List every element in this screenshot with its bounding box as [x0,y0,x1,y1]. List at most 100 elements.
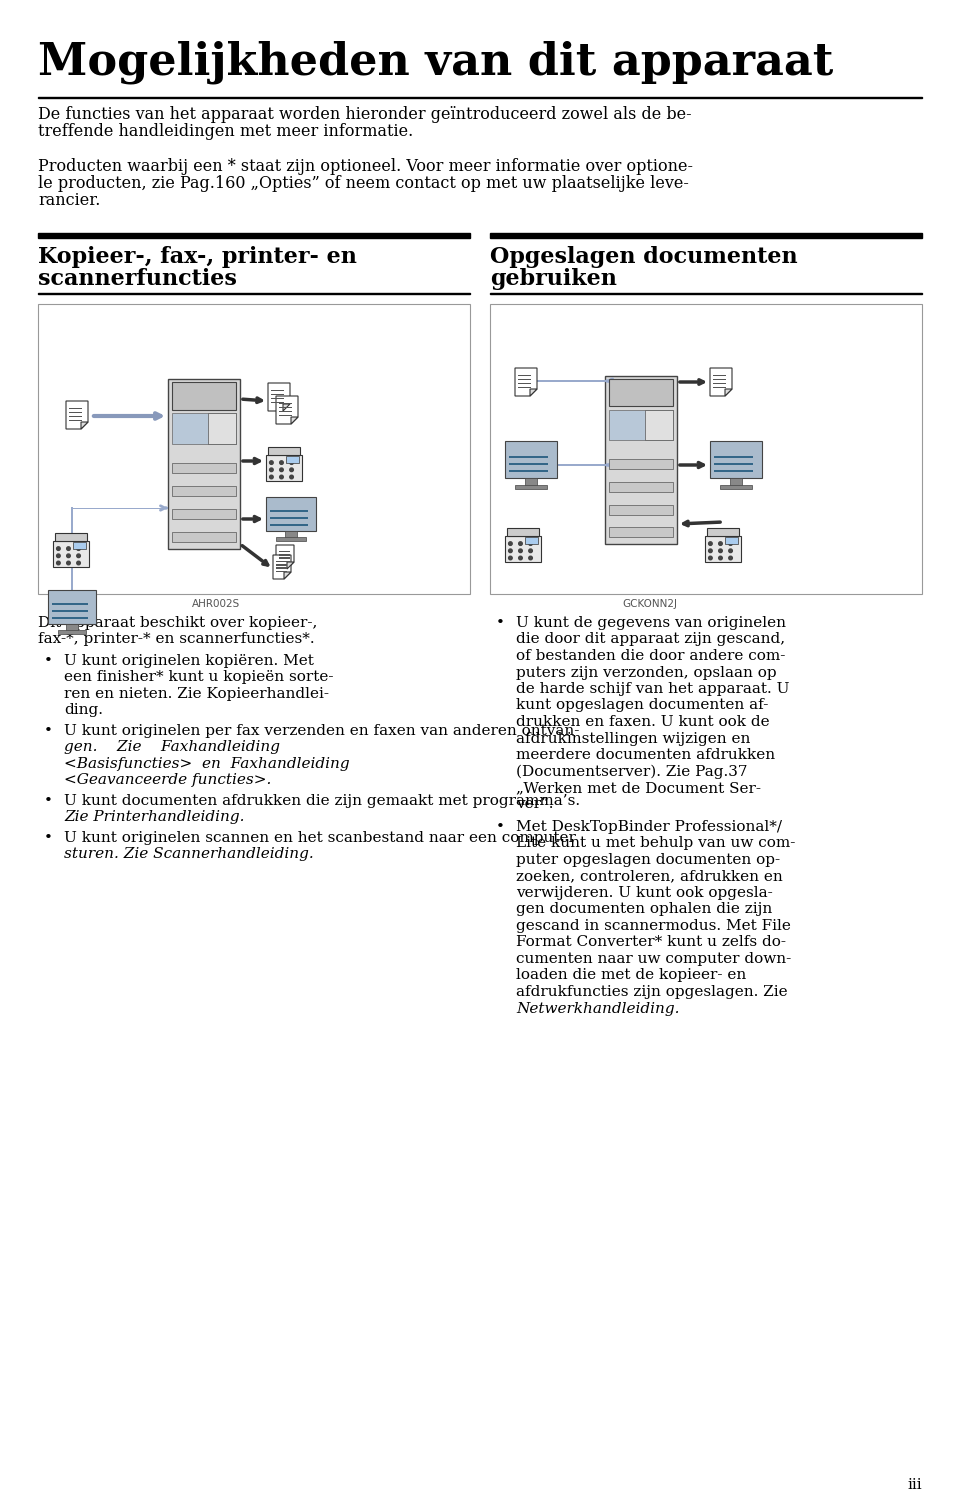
Bar [71,566,73,634]
Bar [172,382,236,409]
Text: iii: iii [907,1478,922,1492]
Circle shape [270,461,274,465]
Bar [58,631,86,634]
Text: cumenten naar uw computer down-: cumenten naar uw computer down- [516,951,791,966]
Text: U kunt originelen kopiëren. Met: U kunt originelen kopiëren. Met [64,654,314,667]
Bar [714,456,753,458]
Text: die door dit apparaat zijn gescand,: die door dit apparaat zijn gescand, [516,633,785,646]
Text: puters zijn verzonden, opslaan op: puters zijn verzonden, opslaan op [516,666,777,680]
Text: U kunt originelen scannen en het scanbestand naar een computer: U kunt originelen scannen en het scanbes… [64,831,576,846]
Circle shape [729,556,732,560]
Circle shape [57,562,60,565]
Text: ver”.: ver”. [516,797,554,811]
Text: drukken en faxen. U kunt ook de: drukken en faxen. U kunt ook de [516,716,770,729]
Circle shape [270,468,274,471]
Text: Opgeslagen documenten: Opgeslagen documenten [490,246,798,267]
Bar [516,485,546,489]
Bar [490,304,922,593]
Bar [707,528,739,536]
Text: Producten waarbij een * staat zijn optioneel. Voor meer informatie over optione-: Producten waarbij een * staat zijn optio… [38,159,693,175]
Bar [266,455,302,482]
Circle shape [290,461,294,465]
Bar [270,524,307,525]
Bar [557,464,605,467]
Circle shape [708,542,712,545]
Bar [285,532,297,539]
Polygon shape [276,545,294,569]
Circle shape [57,547,60,551]
Text: Kopieer-, fax-, printer- en: Kopieer-, fax-, printer- en [38,246,357,267]
Bar [705,536,741,562]
Circle shape [529,556,533,560]
Bar [509,456,548,458]
Bar [268,447,300,455]
Bar [66,624,78,631]
Polygon shape [268,384,290,411]
Text: ding.: ding. [64,704,103,717]
Text: verwijderen. U kunt ook opgesla-: verwijderen. U kunt ook opgesla- [516,886,773,900]
Text: Netwerkhandleiding.: Netwerkhandleiding. [516,1001,680,1016]
Text: •: • [496,820,505,834]
Bar [644,409,673,439]
Circle shape [708,556,712,560]
Bar [725,536,738,544]
Text: Format Converter* kunt u zelfs do-: Format Converter* kunt u zelfs do- [516,936,786,950]
Polygon shape [276,396,298,424]
Polygon shape [284,572,291,578]
Bar [172,532,236,542]
Bar [710,441,762,479]
Text: puter opgeslagen documenten op-: puter opgeslagen documenten op- [516,853,780,867]
Text: AHR002S: AHR002S [192,599,240,609]
Circle shape [729,550,732,553]
Bar [730,479,742,486]
Text: Lite kunt u met behulp van uw com-: Lite kunt u met behulp van uw com- [516,837,796,850]
Bar [525,536,539,544]
Text: treffende handleidingen met meer informatie.: treffende handleidingen met meer informa… [38,122,413,140]
Text: De functies van het apparaat worden hieronder geïntroduceerd zowel als de be-: De functies van het apparaat worden hier… [38,106,691,122]
Circle shape [290,476,294,479]
Bar [286,456,300,464]
Bar [507,528,540,536]
Text: scannerfuncties: scannerfuncties [38,267,237,290]
Text: Dit apparaat beschikt over kopieer-,: Dit apparaat beschikt over kopieer-, [38,616,318,630]
Bar [276,538,306,541]
Circle shape [77,547,81,551]
Text: gebruiken: gebruiken [490,267,617,290]
Bar [38,233,470,239]
Text: afdrukinstellingen wijzigen en: afdrukinstellingen wijzigen en [516,731,751,746]
Circle shape [77,562,81,565]
Text: U kunt documenten afdrukken die zijn gemaakt met programma’s.: U kunt documenten afdrukken die zijn gem… [64,794,580,808]
Bar [270,510,307,512]
Bar [172,509,236,519]
Text: U kunt de gegevens van originelen: U kunt de gegevens van originelen [516,616,786,630]
Text: le producten, zie Pag.160 „Opties” of neem contact op met uw plaatselijke leve-: le producten, zie Pag.160 „Opties” of ne… [38,175,689,192]
Circle shape [77,554,81,557]
Circle shape [509,550,513,553]
Bar [490,233,922,239]
Polygon shape [287,562,294,569]
Bar [52,616,88,619]
Text: een finisher* kunt u kopieën sorte-: een finisher* kunt u kopieën sorte- [64,670,333,684]
Polygon shape [81,421,88,429]
Bar [172,414,236,444]
Bar [714,470,753,473]
Bar [509,464,548,465]
Bar [609,527,673,538]
Bar [53,541,89,566]
Bar [605,376,677,544]
Polygon shape [515,368,537,396]
Bar [525,479,538,486]
Text: afdrukfuncties zijn opgeslagen. Zie: afdrukfuncties zijn opgeslagen. Zie [516,985,787,1000]
Bar [505,536,541,562]
Bar [52,610,88,612]
Text: Mogelijkheden van dit apparaat: Mogelijkheden van dit apparaat [38,39,833,83]
Bar [609,459,673,470]
Circle shape [729,542,732,545]
Bar [720,485,752,489]
Bar [172,464,236,473]
Bar [71,507,73,566]
Text: Zie Printerhandleiding.: Zie Printerhandleiding. [64,811,245,824]
Text: fax-*, printer-* en scannerfuncties*.: fax-*, printer-* en scannerfuncties*. [38,633,315,646]
Polygon shape [725,390,732,396]
Bar [505,441,557,479]
